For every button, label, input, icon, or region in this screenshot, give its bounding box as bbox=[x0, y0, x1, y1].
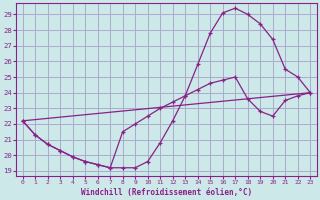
X-axis label: Windchill (Refroidissement éolien,°C): Windchill (Refroidissement éolien,°C) bbox=[81, 188, 252, 197]
